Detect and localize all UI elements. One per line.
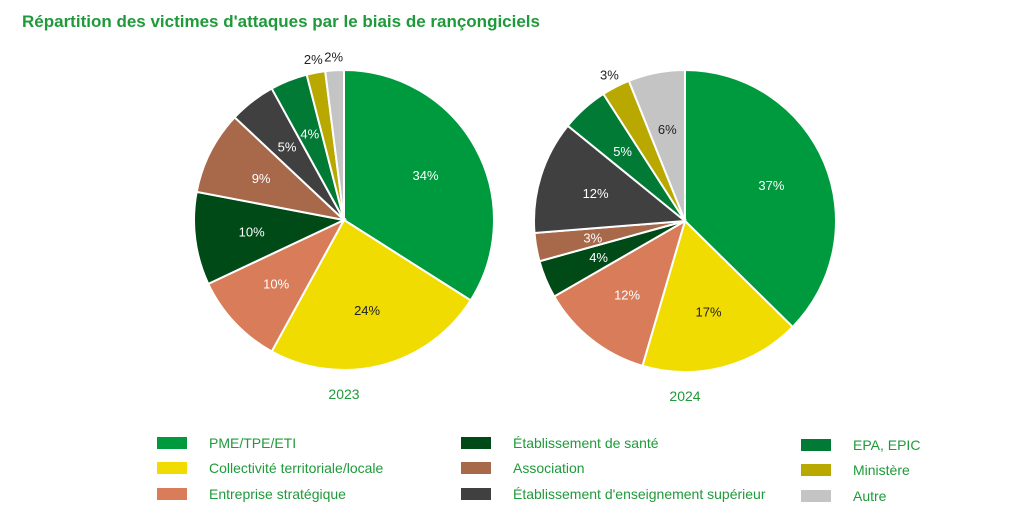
legend-swatch [157,488,187,500]
pie-slice [195,115,348,222]
pie-slice [324,68,345,221]
legend-item: Entreprise stratégique [157,483,346,505]
pie-slice [270,218,473,371]
pie-slice-label: 24% [354,303,380,318]
legend-item: Autre [801,485,886,507]
legend-label: Collectivité territoriale/locale [209,460,384,476]
legend-item: Ministère [801,459,910,481]
legend-label: PME/TPE/ETI [209,435,297,451]
pie-slice [641,219,795,373]
legend-item: Collectivité territoriale/locale [157,457,383,479]
legend-swatch [461,462,491,474]
pie-2024-year-label: 2024 [669,388,700,404]
pie-slice [552,218,687,368]
pie-slice-label: 6% [658,122,677,137]
pie-slice-label: 5% [613,144,632,159]
legend-label: EPA, EPIC [853,437,921,453]
pie-slice-label: 5% [278,140,297,155]
pie-slice-label: 3% [600,67,619,82]
pie-slice-label: 17% [695,305,721,320]
legend-swatch [801,490,831,502]
pie-slice-label: 10% [263,277,289,292]
legend: PME/TPE/ETI Collectivité territoriale/lo… [0,430,1024,510]
pie-slice [627,68,686,222]
pie-slice [206,217,347,353]
pie-slice [533,124,688,235]
pie-2024: 37% 17% 12% 4% 3% 12% 5% 3% 6% [533,67,837,373]
pie-slice-label: 37% [758,178,784,193]
pie-slice-label: 2% [304,52,323,67]
legend-swatch [801,439,831,451]
pie-slice-label: 4% [589,250,608,265]
legend-label: Établissement d'enseignement supérieur [513,486,766,502]
legend-item: Établissement d'enseignement supérieur [461,483,766,505]
legend-label: Entreprise stratégique [209,486,346,502]
pie-2023: 34% 24% 10% 10% 9% 5%4% 2% 2% [193,49,495,371]
legend-item: EPA, EPIC [801,434,920,456]
pie-slice-label: 3% [583,230,602,245]
chart-title: Répartition des victimes d'attaques par … [22,12,540,31]
legend-swatch [801,464,831,476]
pie-charts: 34%24%10%10%9%5%4%2% 2% 37%17%12%4%3%12%5… [193,49,837,404]
pie-slice [684,68,837,329]
legend-swatch [461,488,491,500]
legend-label: Ministère [853,462,910,478]
pie-slice-label: 12% [614,288,640,303]
pie-slice-label: 10% [239,225,265,240]
pie-slice-label: 34% [412,168,438,183]
legend-swatch [157,462,187,474]
legend-item: Établissement de santé [461,432,659,454]
legend-item: Association [461,457,585,479]
pie-2023-year-label: 2023 [328,386,359,402]
pie-slice-label: 4% [300,127,319,142]
legend-item: PME/TPE/ETI [157,432,296,454]
pie-slice-label: 9% [252,171,271,186]
legend-label: Autre [853,488,887,504]
pie-slice-label: 2% [324,49,343,64]
legend-label: Établissement de santé [513,435,659,451]
pie-slice [193,190,348,286]
legend-swatch [157,437,187,449]
legend-label: Association [513,460,585,476]
legend-swatch [461,437,491,449]
pie-slice-label: 12% [583,186,609,201]
